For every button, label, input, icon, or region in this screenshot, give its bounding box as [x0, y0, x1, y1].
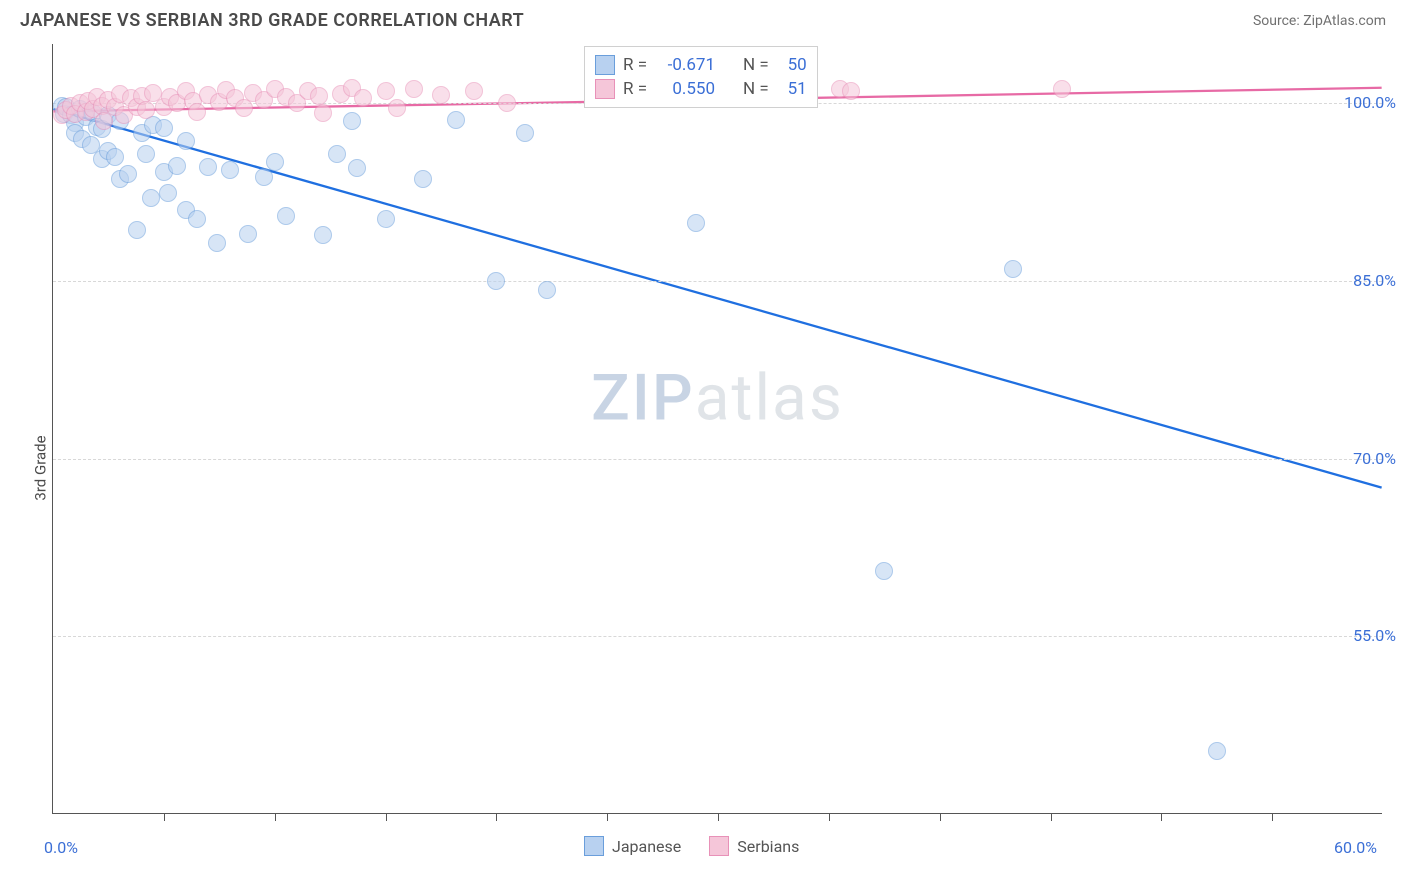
watermark-zip: ZIP — [591, 360, 695, 435]
trend-lines — [53, 44, 1382, 813]
data-point — [239, 225, 257, 243]
data-point — [377, 210, 395, 228]
x-tick — [275, 813, 276, 821]
data-point — [314, 226, 332, 244]
data-point — [235, 99, 253, 117]
data-point — [405, 80, 423, 98]
data-point — [168, 157, 186, 175]
legend-item: Serbians — [709, 836, 799, 856]
y-axis-label: 3rd Grade — [32, 435, 50, 500]
data-point — [516, 124, 534, 142]
gridline — [53, 459, 1382, 460]
x-tick — [940, 813, 941, 821]
r-label: R = — [623, 55, 647, 75]
x-tick — [829, 813, 830, 821]
y-axis-label-value: 85.0% — [1353, 271, 1396, 290]
data-point — [155, 119, 173, 137]
gridline — [53, 281, 1382, 282]
r-value: -0.671 — [655, 55, 715, 75]
data-point — [137, 145, 155, 163]
data-point — [1208, 742, 1226, 760]
series-legend: Japanese Serbians — [584, 836, 799, 856]
data-point — [128, 221, 146, 239]
data-point — [414, 170, 432, 188]
data-point — [687, 214, 705, 232]
legend-label: Serbians — [737, 837, 799, 856]
chart-container: 3rd Grade ZIPatlas 0.0% 60.0% 100.0% 85.0% 7… — [0, 44, 1406, 892]
y-axis-label-value: 100.0% — [1344, 93, 1396, 112]
legend-swatch — [595, 55, 615, 75]
data-point — [1004, 260, 1022, 278]
data-point — [842, 82, 860, 100]
x-axis-label: 0.0% — [44, 838, 78, 857]
r-value: 0.550 — [655, 79, 715, 99]
data-point — [119, 165, 137, 183]
data-point — [277, 207, 295, 225]
n-label: N = — [743, 55, 769, 75]
x-tick — [1161, 813, 1162, 821]
source-label: Source: ZipAtlas.com — [1253, 13, 1386, 29]
data-point — [188, 210, 206, 228]
n-value: 50 — [777, 55, 807, 75]
data-point — [328, 145, 346, 163]
data-point — [388, 99, 406, 117]
correlation-legend: R = -0.671 N = 50 R = 0.550 N = 51 — [584, 46, 818, 108]
data-point — [538, 281, 556, 299]
data-point — [221, 161, 239, 179]
data-point — [310, 87, 328, 105]
data-point — [199, 158, 217, 176]
data-point — [142, 189, 160, 207]
legend-swatch — [595, 79, 615, 99]
gridline — [53, 636, 1382, 637]
r-label: R = — [623, 79, 647, 99]
chart-title: JAPANESE VS SERBIAN 3RD GRADE CORRELATIO… — [20, 10, 524, 31]
x-tick — [386, 813, 387, 821]
legend-label: Japanese — [612, 837, 681, 856]
data-point — [137, 101, 155, 119]
data-point — [377, 82, 395, 100]
legend-swatch — [709, 836, 729, 856]
data-point — [106, 148, 124, 166]
data-point — [1053, 80, 1071, 98]
legend-swatch — [584, 836, 604, 856]
data-point — [348, 159, 366, 177]
data-point — [208, 234, 226, 252]
data-point — [188, 103, 206, 121]
n-value: 51 — [777, 79, 807, 99]
plot-area: ZIPatlas — [52, 44, 1382, 814]
data-point — [487, 272, 505, 290]
y-axis-label-value: 70.0% — [1353, 449, 1396, 468]
trend-line — [53, 109, 1381, 488]
x-tick — [607, 813, 608, 821]
data-point — [447, 111, 465, 129]
x-axis-label: 60.0% — [1334, 838, 1377, 857]
data-point — [875, 562, 893, 580]
legend-item: Japanese — [584, 836, 681, 856]
legend-row: R = 0.550 N = 51 — [595, 77, 807, 101]
data-point — [177, 132, 195, 150]
x-tick — [164, 813, 165, 821]
x-tick — [718, 813, 719, 821]
x-tick — [496, 813, 497, 821]
data-point — [354, 89, 372, 107]
data-point — [266, 153, 284, 171]
x-tick — [1051, 813, 1052, 821]
x-tick — [1272, 813, 1273, 821]
y-axis-label-value: 55.0% — [1353, 626, 1396, 645]
data-point — [498, 94, 516, 112]
watermark-rest: atlas — [695, 360, 844, 435]
data-point — [465, 82, 483, 100]
watermark: ZIPatlas — [591, 360, 844, 435]
data-point — [314, 104, 332, 122]
data-point — [159, 184, 177, 202]
data-point — [432, 86, 450, 104]
data-point — [343, 112, 361, 130]
legend-row: R = -0.671 N = 50 — [595, 53, 807, 77]
n-label: N = — [743, 79, 769, 99]
